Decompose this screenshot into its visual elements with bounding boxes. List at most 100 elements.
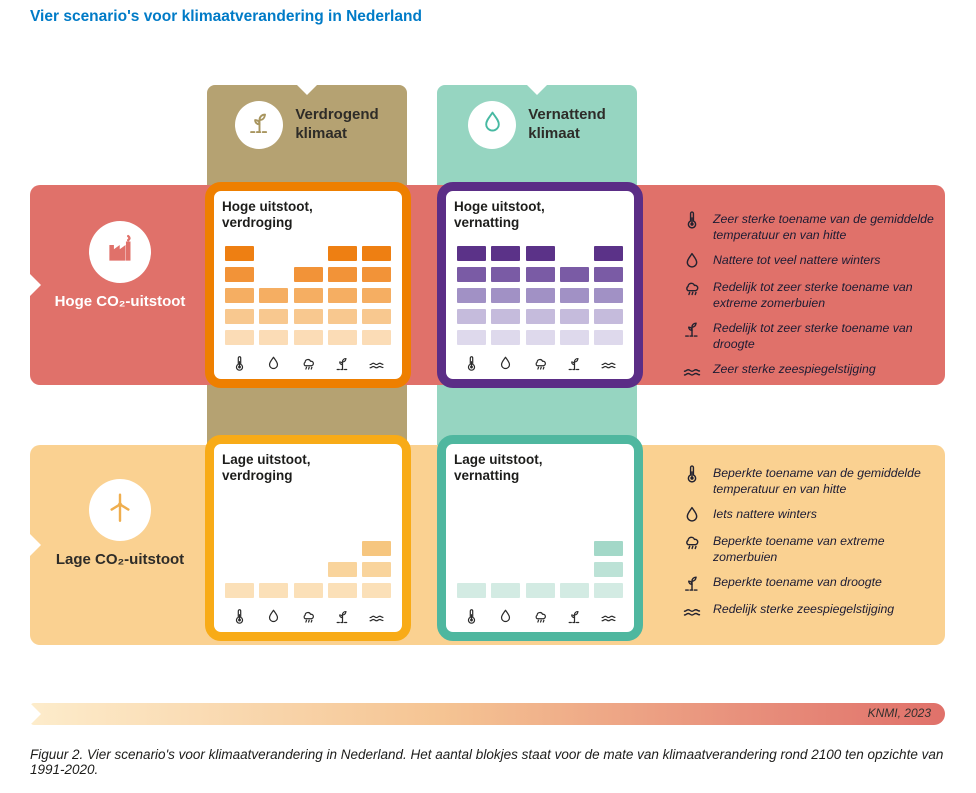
annotation-text: Redelijk tot zeer sterke toename van dro… xyxy=(713,320,913,351)
value-block xyxy=(225,309,254,324)
block-chart xyxy=(225,499,391,598)
thermometer-icon xyxy=(225,355,254,372)
annotation-item: Redelijk tot zeer sterke toename van ext… xyxy=(682,280,945,312)
drought-icon xyxy=(246,109,273,141)
value-block xyxy=(594,288,623,303)
value-block xyxy=(457,330,486,345)
value-block xyxy=(559,583,589,598)
column-label-line2: klimaat xyxy=(528,125,580,142)
value-block xyxy=(293,288,323,303)
value-block xyxy=(594,541,623,556)
value-block xyxy=(362,583,391,598)
value-block xyxy=(457,288,486,303)
row-header-lage-uitstoot: Lage CO₂-uitstoot xyxy=(45,479,195,568)
value-block xyxy=(525,309,555,324)
indicator-block-column xyxy=(559,267,589,345)
value-block xyxy=(525,267,555,282)
drought-icon xyxy=(560,355,589,372)
value-block xyxy=(491,330,521,345)
wave-icon xyxy=(362,355,391,372)
value-block xyxy=(327,246,357,261)
drought-icon xyxy=(328,355,357,372)
annotation-text: Beperkte toename van droogte xyxy=(713,574,882,589)
indicator-block-column xyxy=(362,541,391,598)
value-block xyxy=(594,583,623,598)
rain-cloud-icon xyxy=(526,608,555,625)
column-header-vernattend: Vernattend klimaat xyxy=(437,101,637,149)
scenario-card-lage-uitstoot-verdroging: Lage uitstoot, verdroging xyxy=(205,435,411,641)
value-block xyxy=(293,330,323,345)
thermometer-icon xyxy=(682,210,702,230)
annotation-text: Beperkte toename van extreme zomerbuien xyxy=(713,533,885,564)
row-icon-circle xyxy=(89,221,151,283)
indicator-block-column xyxy=(225,583,254,598)
column-label-line1: Vernattend xyxy=(528,106,606,124)
indicator-block-column xyxy=(525,246,555,345)
annotation-text: Zeer sterke zeespiegelstijging xyxy=(713,361,876,376)
annotation-item: Zeer sterke zeespiegelstijging xyxy=(682,362,945,380)
card-title-line1: Lage uitstoot, xyxy=(454,452,543,467)
indicator-icon-row xyxy=(225,355,391,372)
rain-cloud-icon xyxy=(294,355,323,372)
annotation-item: Beperkte toename van extreme zomerbuien xyxy=(682,534,945,566)
annotation-item: Nattere tot veel nattere winters xyxy=(682,252,945,271)
value-block xyxy=(259,309,289,324)
value-block xyxy=(225,583,254,598)
value-block xyxy=(491,267,521,282)
annotation-text: Iets nattere winters xyxy=(713,506,817,521)
indicator-block-column xyxy=(525,583,555,598)
value-block xyxy=(594,267,623,282)
annotation-list-lage-uitstoot: Beperkte toename van de gemiddelde tempe… xyxy=(682,464,945,620)
value-block xyxy=(525,288,555,303)
rain-cloud-icon xyxy=(682,532,702,552)
value-block xyxy=(362,309,391,324)
rain-cloud-icon xyxy=(294,608,323,625)
value-block xyxy=(259,288,289,303)
indicator-block-column xyxy=(559,583,589,598)
indicator-block-column xyxy=(594,246,623,345)
thermometer-icon xyxy=(682,464,702,484)
value-block xyxy=(457,246,486,261)
value-block xyxy=(525,583,555,598)
indicator-block-column xyxy=(457,583,486,598)
annotation-text: Redelijk tot zeer sterke toename van ext… xyxy=(713,279,913,310)
indicator-block-column xyxy=(491,583,521,598)
scenario-card-hoge-uitstoot-vernatting: Hoge uitstoot, vernatting xyxy=(437,182,643,388)
value-block xyxy=(259,330,289,345)
value-block xyxy=(559,309,589,324)
card-title-line2: vernatting xyxy=(454,468,520,484)
block-chart xyxy=(457,246,623,345)
value-block xyxy=(225,288,254,303)
wind-turbine-icon xyxy=(103,491,137,530)
indicator-block-column xyxy=(327,562,357,598)
value-block xyxy=(362,246,391,261)
band-notch xyxy=(30,703,41,725)
row-label: Hoge CO₂-uitstoot xyxy=(54,293,186,310)
card-title-line2: verdroging xyxy=(222,468,293,484)
card-title: Lage uitstoot, vernatting xyxy=(454,452,634,484)
annotation-item: Iets nattere winters xyxy=(682,505,945,525)
row-label: Lage CO₂-uitstoot xyxy=(55,551,185,568)
page-title: Vier scenario's voor klimaatverandering … xyxy=(30,8,422,25)
value-block xyxy=(559,267,589,282)
indicator-block-column xyxy=(259,288,289,345)
droplet-icon xyxy=(682,505,702,525)
indicator-icon-row xyxy=(225,608,391,625)
value-block xyxy=(327,309,357,324)
source-label: KNMI, 2023 xyxy=(867,706,931,720)
scenario-card-hoge-uitstoot-verdroging: Hoge uitstoot, verdroging xyxy=(205,182,411,388)
indicator-block-column xyxy=(327,246,357,345)
card-title-line1: Hoge uitstoot, xyxy=(222,199,313,214)
value-block xyxy=(362,541,391,556)
drought-icon xyxy=(328,608,357,625)
band-notch xyxy=(30,274,41,296)
drought-icon xyxy=(560,608,589,625)
value-block xyxy=(491,583,521,598)
value-block xyxy=(293,583,323,598)
value-block xyxy=(362,562,391,577)
gradient-bar: KNMI, 2023 xyxy=(30,703,945,725)
card-title: Hoge uitstoot, verdroging xyxy=(222,199,402,231)
row-icon-circle xyxy=(89,479,151,541)
value-block xyxy=(491,309,521,324)
